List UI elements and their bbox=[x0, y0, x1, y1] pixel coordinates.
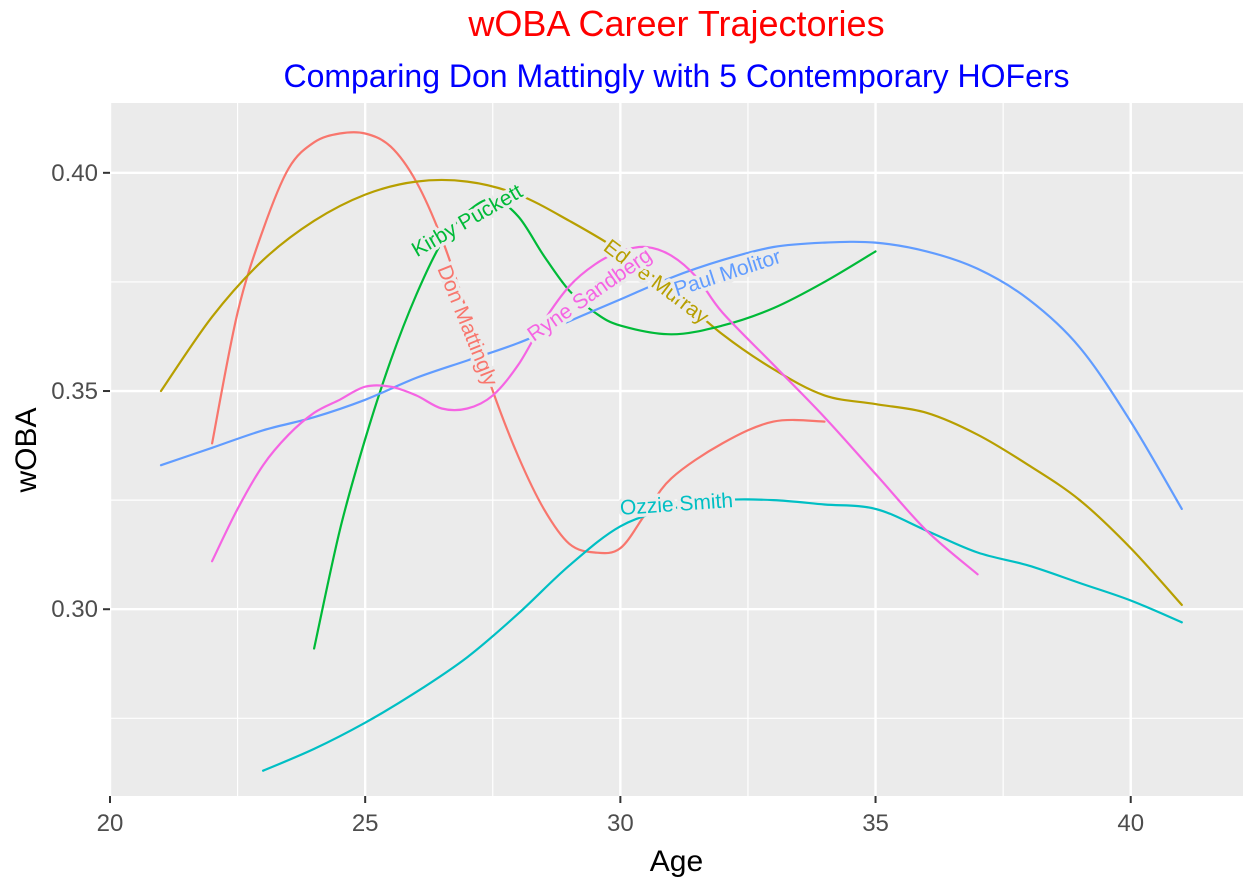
chart-title: wOBA Career Trajectories bbox=[468, 3, 885, 44]
major-gridlines bbox=[108, 103, 1243, 796]
x-tick-label: 30 bbox=[607, 810, 634, 837]
x-tick-label: 25 bbox=[352, 810, 379, 837]
x-axis-title: Age bbox=[650, 845, 703, 878]
y-tick-label: 0.40 bbox=[51, 160, 98, 187]
series-line-paul-molitor bbox=[159, 240, 1183, 510]
series-line-ryne-sandberg bbox=[211, 245, 979, 576]
y-tick-label: 0.35 bbox=[51, 378, 98, 405]
series-line-kirby-puckett bbox=[313, 197, 877, 650]
series-line-ozzie-smith bbox=[262, 498, 1183, 772]
series-line-eddie-murray bbox=[159, 178, 1183, 606]
plot-panel bbox=[110, 103, 1243, 796]
y-axis-title: wOBA bbox=[10, 407, 43, 493]
minor-gridlines bbox=[110, 103, 1243, 796]
y-tick-label: 0.30 bbox=[51, 596, 98, 623]
x-tick-label: 40 bbox=[1117, 810, 1144, 837]
series-line-don-mattingly bbox=[211, 131, 826, 555]
x-axis: 20 25 30 35 40 bbox=[97, 796, 1144, 837]
chart-subtitle: Comparing Don Mattingly with 5 Contempor… bbox=[283, 58, 1070, 94]
series-lines bbox=[159, 131, 1183, 772]
x-tick-label: 20 bbox=[97, 810, 124, 837]
x-tick-label: 35 bbox=[862, 810, 889, 837]
y-axis: 0.30 0.35 0.40 bbox=[51, 160, 110, 623]
